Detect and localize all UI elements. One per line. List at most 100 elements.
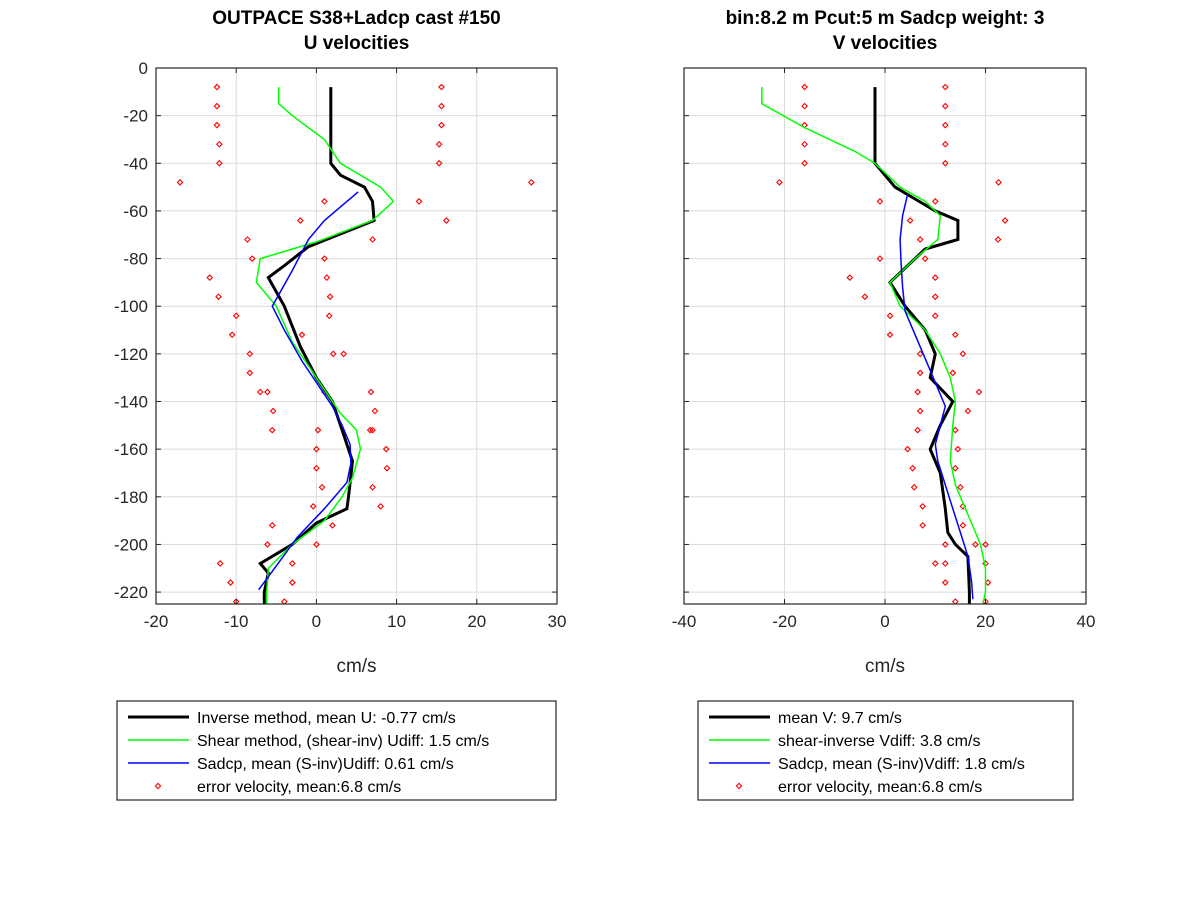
v-error-velocity-point [941,121,949,129]
u-error-velocity-point [369,236,376,243]
v-error-velocity-point [951,464,959,472]
v-error-velocity-point [994,236,1002,243]
v-error-velocity-point [861,293,869,301]
u-error-velocity-point [325,312,333,320]
u-error-velocity-point [232,312,240,320]
v-x-tick-label: -20 [772,612,797,631]
v-error-velocity-point [910,483,918,491]
u-error-velocity-point [438,83,445,91]
u-error-velocity-point [268,426,276,434]
u-y-tick-label: -160 [114,440,148,459]
u-shear-line [255,87,395,604]
v-error-velocity-point [931,312,939,320]
u-y-tick-label: -120 [114,345,148,364]
u-velocity-panel: -20 -10 0 10 20 300-20-40-60-80-100-120-140-1… [114,8,566,801]
v-x-axis-label: cm/s [865,656,905,677]
u-y-tick-label: -220 [114,583,148,602]
u-y-tick-label: -20 [123,107,148,126]
u-error-velocity-point [298,331,306,339]
u-legend-label: Shear method, (shear-inv) Udiff: 1.5 cm/… [197,733,489,750]
u-x-tick-label: 20 [467,612,486,631]
v-error-velocity-point [941,83,949,91]
u-error-velocity-point [215,293,222,301]
v-x-tick-label: 20 [976,612,995,631]
v-error-velocity-point [801,83,808,91]
v-error-velocity-point [1001,217,1009,224]
v-error-velocity-point [931,293,939,301]
u-x-tick-label: 10 [387,612,406,631]
u-error-velocity-point [442,217,450,224]
v-error-velocity-point [941,560,949,567]
v-error-velocity-point [975,388,983,396]
u-y-tick-label: -60 [123,202,148,221]
u-error-velocity-point [268,522,276,529]
v-error-velocity-point [954,445,962,453]
v-error-velocity-point [959,350,967,358]
u-error-velocity-point [527,178,535,186]
v-error-velocity-point [921,255,929,262]
v-error-velocity-point [959,522,967,529]
v-error-velocity-point [801,102,808,110]
v-x-tick-label: -40 [672,612,697,631]
v-legend-label: mean V: 9.7 cm/s [778,710,902,727]
v-error-velocity-point [982,541,989,548]
v-error-velocity-point [916,369,924,377]
u-error-velocity-point [318,483,326,491]
u-error-velocity-point [288,579,296,586]
u-title-line-1: OUTPACE S38+Ladcp cast #150 [212,8,500,29]
u-y-tick-label: -180 [114,488,148,507]
v-error-velocity-point [801,159,808,167]
v-error-velocity-point [919,502,927,510]
v-error-velocity-point [914,388,922,396]
u-error-velocity-point [176,178,184,186]
v-error-velocity-point [909,464,917,472]
u-error-velocity-point [369,426,376,434]
v-sadcp-line [899,194,974,600]
u-error-velocity-point [213,102,221,110]
u-error-velocity-point [340,350,348,358]
v-error-velocity-point [916,350,924,358]
v-error-velocity-point [984,579,992,586]
v-error-velocity-point [995,178,1002,186]
u-error-velocity-point [369,483,376,491]
u-error-velocity-point [228,331,236,339]
u-legend: Inverse method, mean U: -0.77 cm/s Shear … [116,700,557,801]
v-error-velocity-point [931,198,939,205]
u-error-velocity-point [313,445,320,453]
u-error-velocity-point [248,255,256,262]
u-error-velocity-point [326,293,334,301]
v-error-velocity-point [956,483,964,491]
v-error-velocity-point [951,598,959,604]
v-error-velocity-point [886,331,894,339]
u-y-tick-label: -200 [114,535,148,554]
u-error-velocity-point [367,388,375,396]
u-error-velocity-point [256,388,264,396]
v-error-velocity-point [906,217,914,224]
v-legend-marker [735,782,743,790]
u-error-velocity-point [438,121,445,129]
u-error-velocity-point [366,426,374,434]
v-error-velocity-point [931,560,939,567]
u-error-velocity-point [215,140,223,148]
u-error-velocity-point [435,159,443,167]
u-error-velocity-point [246,350,254,358]
v-error-velocity-point [941,579,949,586]
v-error-velocity-point [876,198,884,205]
v-error-velocity-point [876,255,884,262]
u-error-velocity-point [288,560,296,567]
u-legend-marker [154,782,162,790]
u-error-velocity-point [415,198,423,205]
u-legend-label: Sadcp, mean (S-inv)Udiff: 0.61 cm/s [197,756,454,773]
u-title-line-2: U velocities [304,33,410,54]
u-error-velocity-point [313,541,320,548]
u-error-velocity-point [269,407,277,415]
u-error-velocity-point [323,274,331,282]
u-error-velocity-point [314,426,322,434]
u-data-layer [176,83,535,604]
v-title-line-1: bin:8.2 m Pcut:5 m Sadcp weight: 3 [726,8,1045,29]
v-data-layer [761,83,1009,604]
v-error-velocity-point [941,541,949,548]
u-error-velocity-point [215,159,223,167]
u-x-tick-label: 0 [312,612,321,631]
u-error-velocity-point [216,560,224,567]
